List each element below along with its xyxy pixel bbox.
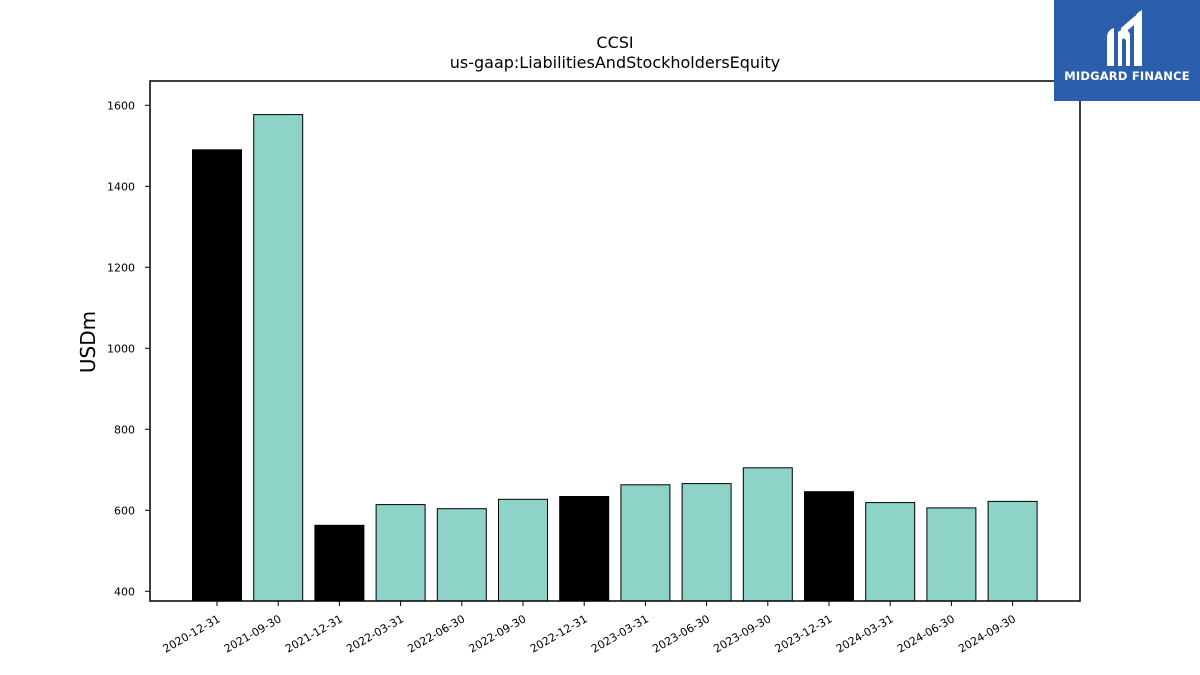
brand-logo: MIDGARD FINANCE	[1054, 0, 1200, 101]
y-axis-label: USDm	[76, 311, 100, 373]
bar-2021-12-31	[314, 524, 365, 602]
bar-2022-06-30	[436, 508, 487, 602]
x-tick-label: 2023-03-31	[589, 612, 651, 655]
y-tick-label: 800	[114, 423, 135, 436]
bar-2024-06-30	[926, 507, 977, 602]
x-tick-label: 2024-06-30	[895, 612, 957, 655]
x-tick-label: 2024-09-30	[956, 612, 1018, 655]
bar-2023-12-31	[804, 491, 854, 602]
bars-group	[192, 114, 1038, 602]
chart-subtitle: us-gaap:LiabilitiesAndStockholdersEquity	[449, 53, 781, 72]
bar-2020-12-31	[192, 149, 242, 602]
x-tick-label: 2020-12-31	[161, 612, 223, 655]
y-tick-label: 1000	[107, 342, 135, 355]
x-tick-label: 2023-12-31	[773, 612, 835, 655]
bar-2023-06-30	[681, 483, 732, 602]
x-tick-label: 2021-09-30	[222, 612, 284, 655]
bar-2023-09-30	[742, 467, 793, 602]
y-tick-label: 1400	[107, 180, 135, 193]
y-tick-label: 400	[114, 585, 135, 598]
bar-2022-12-31	[559, 496, 610, 602]
bar-2023-03-31	[620, 484, 671, 602]
logo-text: MIDGARD FINANCE	[1064, 69, 1190, 83]
x-tick-label: 2024-03-31	[834, 612, 896, 655]
x-tick-label: 2022-09-30	[467, 612, 529, 655]
midgard-logo-icon	[1107, 10, 1142, 66]
x-tick-label: 2022-12-31	[528, 612, 590, 655]
bar-2022-03-31	[375, 504, 426, 602]
y-tick-label: 1200	[107, 261, 135, 274]
y-tick-label: 600	[114, 504, 135, 517]
bar-2024-03-31	[865, 502, 916, 602]
x-tick-label: 2022-06-30	[405, 612, 467, 655]
x-tick-label: 2022-03-31	[344, 612, 406, 655]
x-tick-label: 2021-12-31	[283, 612, 345, 655]
x-tick-label: 2023-06-30	[650, 612, 712, 655]
bar-2022-09-30	[498, 498, 548, 602]
y-axis-ticks: 400 600 800 1000 1200 1400 1600	[107, 99, 150, 598]
bar-2021-09-30	[253, 114, 304, 602]
chart-title: CCSI	[596, 33, 634, 52]
y-tick-label: 1600	[107, 99, 135, 112]
bar-2024-09-30	[987, 500, 1038, 602]
x-axis-ticks: 2020-12-31 2021-09-30 2021-12-31 2022-03-31…	[161, 601, 1018, 656]
x-tick-label: 2023-09-30	[711, 612, 773, 655]
plot-frame	[149, 80, 1081, 602]
